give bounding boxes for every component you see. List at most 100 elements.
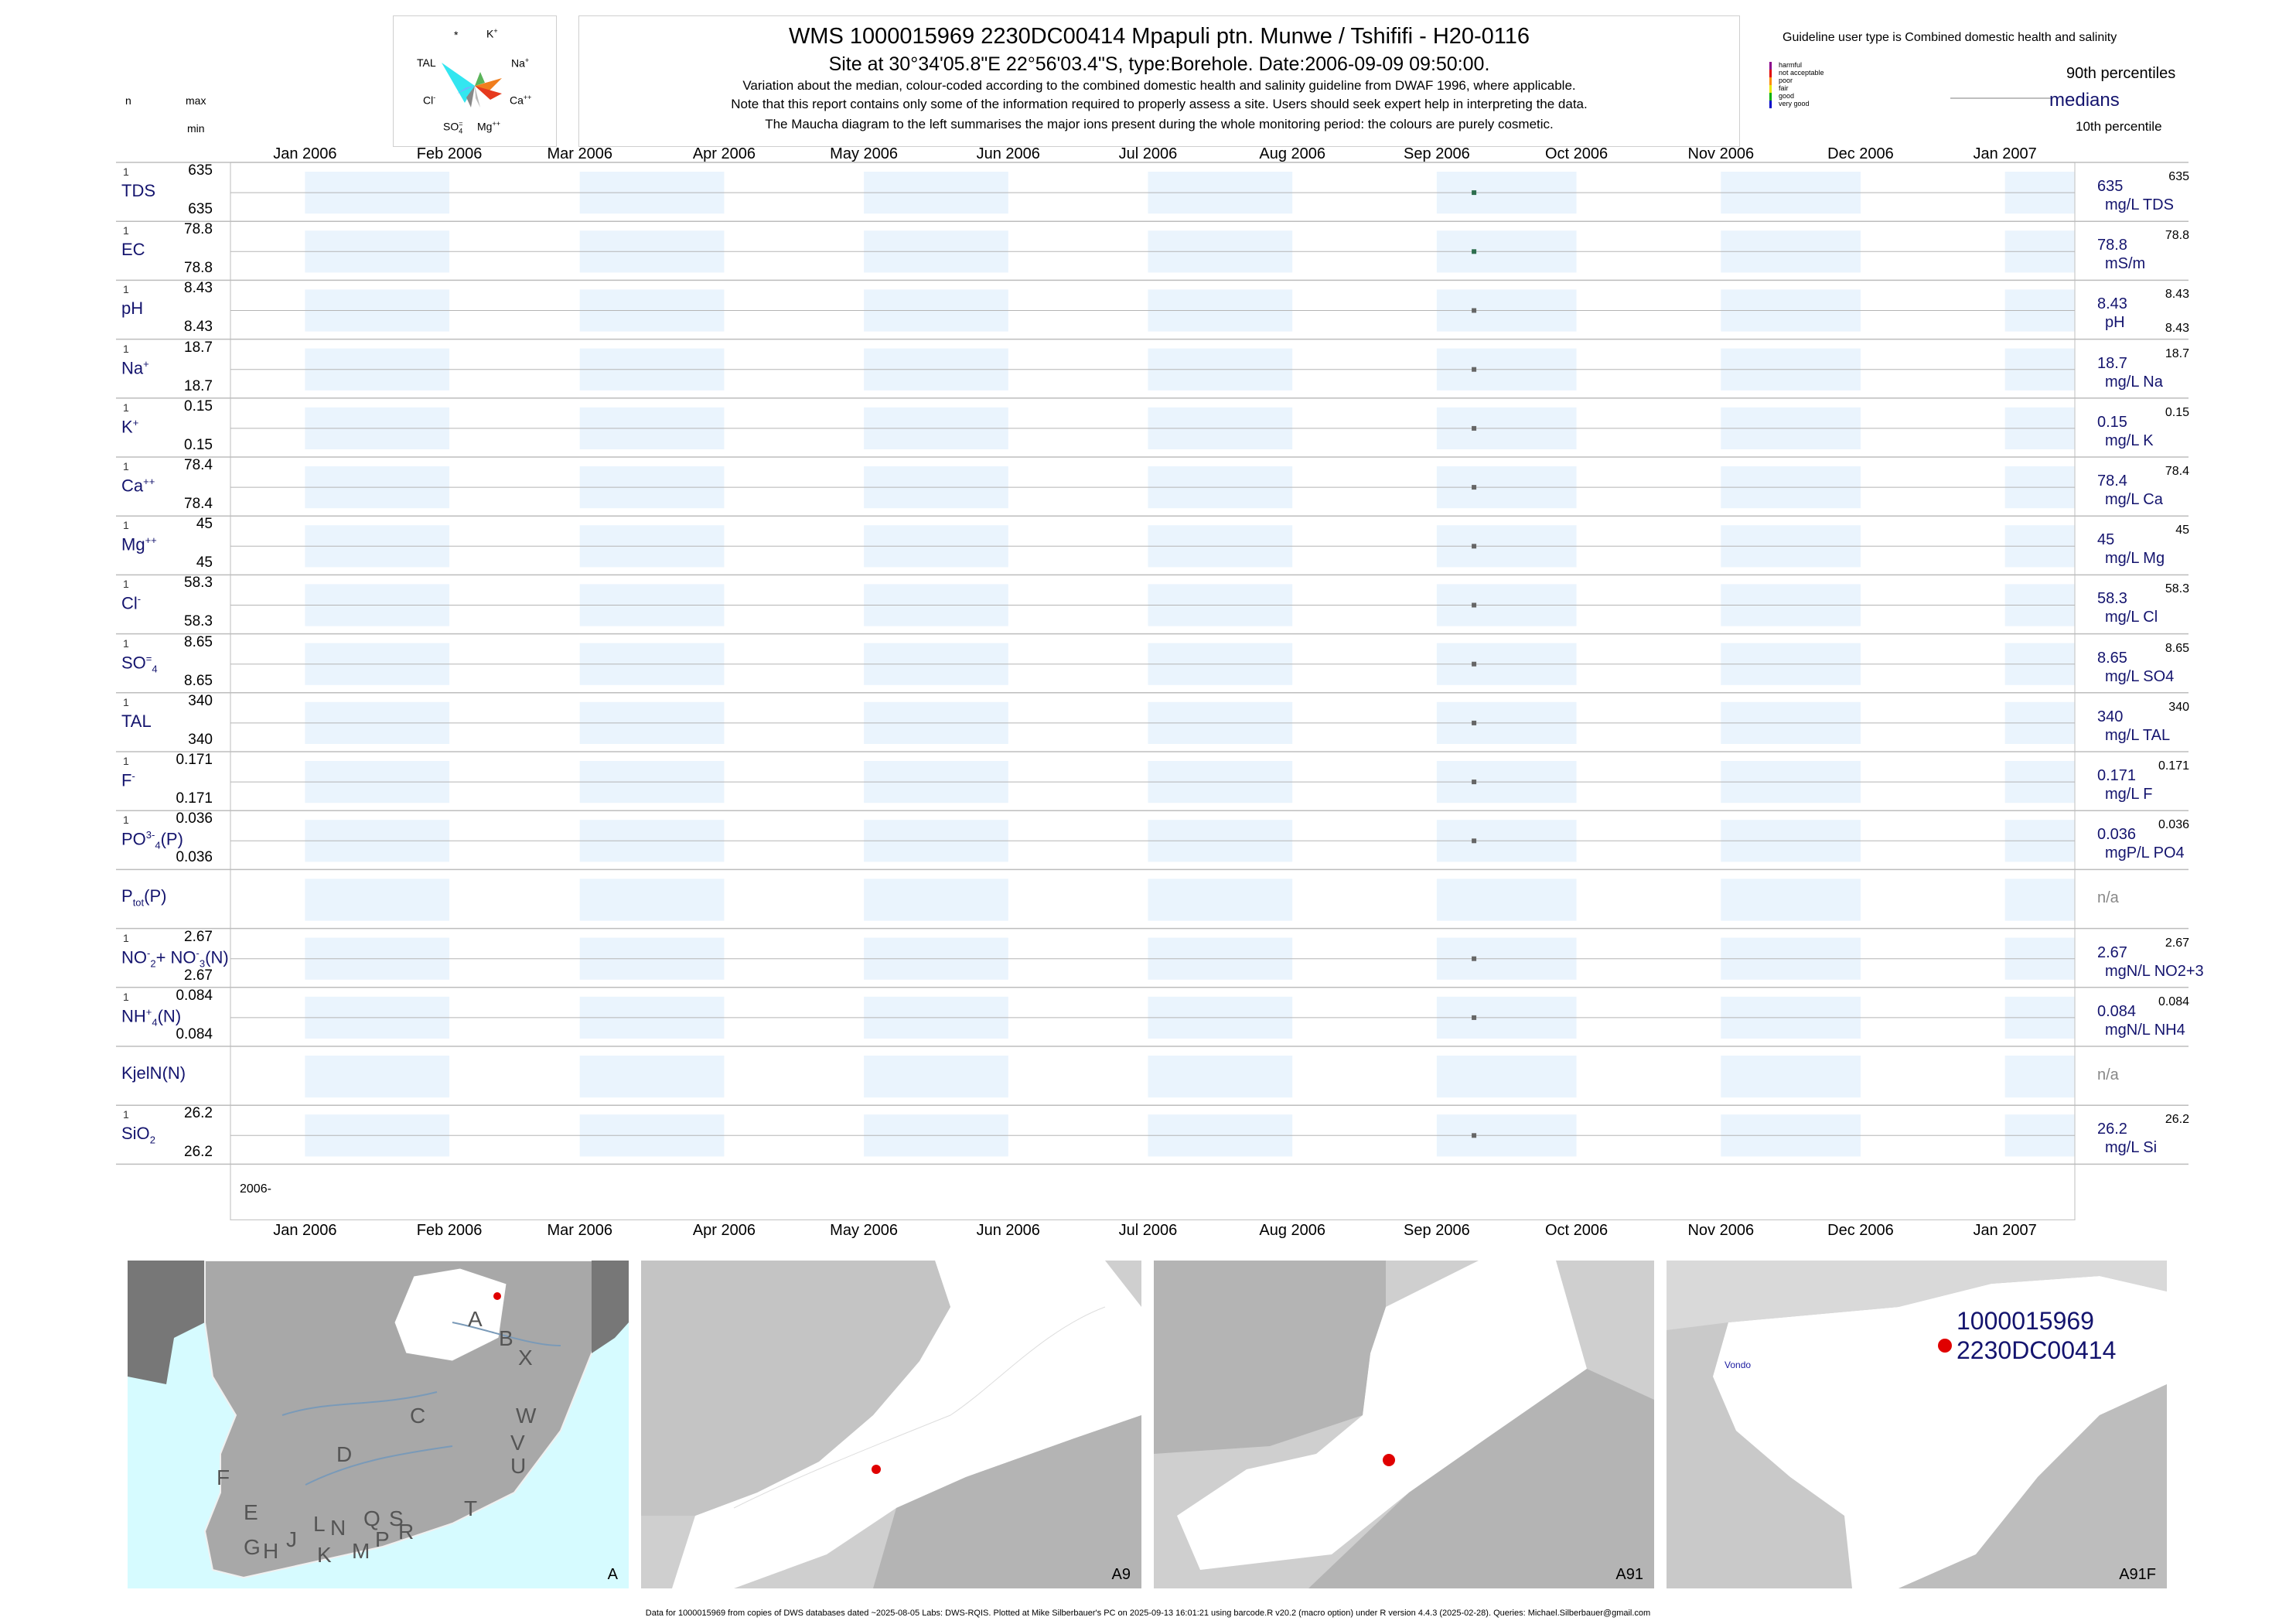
year-axis-label: 2006- bbox=[240, 1182, 271, 1196]
unit-label: mgN/L NO2+3 bbox=[2105, 962, 2204, 980]
maucha-k-segment bbox=[475, 72, 485, 86]
map-region-label: U bbox=[510, 1454, 527, 1478]
max-value: 0.171 bbox=[176, 752, 213, 768]
map-region-label: F bbox=[217, 1465, 230, 1489]
p90-value: 8.43 bbox=[2165, 288, 2189, 302]
month-tick-label: Jan 2006 bbox=[273, 1222, 337, 1239]
map-region-label: P bbox=[375, 1527, 390, 1551]
legend-class-label: good bbox=[1779, 92, 1795, 100]
unit-label: mg/L F bbox=[2105, 786, 2153, 803]
unit-label: mS/m bbox=[2105, 255, 2146, 273]
median-value: 26.2 bbox=[2097, 1121, 2127, 1138]
month-tick-label: Mar 2006 bbox=[547, 1222, 612, 1239]
max-value: 8.43 bbox=[184, 280, 213, 297]
month-band bbox=[2004, 879, 2075, 921]
description-line-3: The Maucha diagram to the left summarise… bbox=[765, 117, 1554, 131]
p90-value: 78.4 bbox=[2165, 465, 2189, 478]
parameter-name: PO3-4(P) bbox=[121, 829, 183, 851]
min-value: 0.084 bbox=[176, 1025, 213, 1042]
sample-point bbox=[1472, 308, 1477, 313]
map-region-label: E bbox=[244, 1500, 258, 1524]
sample-count: 1 bbox=[123, 636, 129, 650]
unit-label: mgN/L NH4 bbox=[2105, 1021, 2185, 1039]
min-value: 18.7 bbox=[184, 377, 213, 394]
min-value: 340 bbox=[188, 731, 213, 748]
month-tick-label: Apr 2006 bbox=[692, 1222, 756, 1239]
barcode-chart bbox=[116, 162, 2189, 1221]
sample-count: 1 bbox=[123, 342, 129, 355]
max-value: 78.4 bbox=[184, 457, 213, 473]
sample-count: 1 bbox=[123, 578, 129, 591]
map-a9: A9 bbox=[641, 1261, 1141, 1588]
footer-note: Data for 1000015969 from copies of DWS d… bbox=[645, 1609, 1651, 1618]
month-band bbox=[579, 879, 725, 921]
min-value: 8.65 bbox=[184, 672, 213, 689]
median-value: 0.171 bbox=[2097, 767, 2137, 784]
min-value: 26.2 bbox=[184, 1144, 213, 1161]
max-value: 18.7 bbox=[184, 339, 213, 356]
sample-count: 1 bbox=[123, 695, 129, 708]
unit-label: mg/L Mg bbox=[2105, 550, 2165, 568]
not-available: n/a bbox=[2097, 1066, 2119, 1083]
not-available: n/a bbox=[2097, 889, 2119, 907]
map-region-label: A bbox=[468, 1307, 483, 1331]
min-value: 45 bbox=[196, 554, 213, 571]
sample-point bbox=[1472, 249, 1477, 254]
map-region-label: T bbox=[464, 1496, 478, 1520]
p90-value: 635 bbox=[2168, 170, 2189, 183]
title-box: WMS 1000015969 2230DC00414 Mpapuli ptn. … bbox=[578, 15, 1740, 147]
map-a-label: A bbox=[607, 1566, 618, 1583]
map-a-svg bbox=[128, 1261, 629, 1579]
max-value: 0.036 bbox=[176, 810, 213, 827]
legend-medians: medians bbox=[2049, 90, 2120, 111]
month-tick-label: Aug 2006 bbox=[1259, 145, 1325, 162]
min-value: 635 bbox=[188, 201, 213, 217]
legend-title: Guideline user type is Combined domestic… bbox=[1783, 31, 2117, 44]
legend-class-label: not acceptable bbox=[1779, 69, 1824, 77]
legend-swatch-harmful bbox=[1769, 62, 1772, 70]
median-value: 8.65 bbox=[2097, 649, 2127, 667]
min-value: 0.15 bbox=[184, 436, 213, 453]
month-band bbox=[1721, 1056, 1861, 1098]
median-value: 45 bbox=[2097, 531, 2115, 549]
unit-label: mg/L TDS bbox=[2105, 196, 2174, 213]
legend-class-label: poor bbox=[1779, 77, 1793, 84]
month-tick-label: Aug 2006 bbox=[1259, 1222, 1325, 1239]
p90-value: 0.171 bbox=[2158, 759, 2189, 773]
month-tick-label: Jun 2006 bbox=[976, 1222, 1040, 1239]
unit-label: mg/L Cl bbox=[2105, 609, 2158, 626]
legend-class-label: harmful bbox=[1779, 61, 1803, 69]
month-tick-label: Sep 2006 bbox=[1404, 1222, 1470, 1239]
median-value: 340 bbox=[2097, 708, 2124, 725]
median-value: 8.43 bbox=[2097, 295, 2127, 313]
p90-value: 26.2 bbox=[2165, 1113, 2189, 1127]
sample-point bbox=[1472, 485, 1477, 490]
maucha-ca-segment bbox=[475, 86, 502, 100]
maucha-mg-label: Mg++ bbox=[477, 120, 500, 133]
min-value: 0.036 bbox=[176, 849, 213, 866]
max-value: 78.8 bbox=[184, 221, 213, 238]
median-value: 78.8 bbox=[2097, 237, 2127, 254]
month-band bbox=[864, 1056, 1008, 1098]
max-value: 26.2 bbox=[184, 1105, 213, 1122]
legend-swatch-very-good bbox=[1769, 101, 1772, 108]
map-a91f-label: A91F bbox=[2119, 1566, 2156, 1583]
map-a91f-site-code: 2230DC00414 bbox=[1957, 1336, 2117, 1364]
sample-count: 1 bbox=[123, 224, 129, 237]
legend-swatch-good bbox=[1769, 93, 1772, 101]
maucha-diagram: * K+ TAL Na+ Cl- Ca++ SO4= Mg++ bbox=[393, 15, 557, 147]
sample-count: 1 bbox=[123, 1108, 129, 1121]
map-region-label: R bbox=[398, 1520, 415, 1544]
sample-point bbox=[1472, 956, 1477, 961]
month-tick-label: Jan 2007 bbox=[1973, 145, 2037, 162]
median-value: 78.4 bbox=[2097, 473, 2127, 490]
median-value: 0.036 bbox=[2097, 826, 2137, 844]
max-value: 340 bbox=[188, 692, 213, 709]
sample-point bbox=[1472, 1015, 1477, 1020]
min-value: 8.43 bbox=[184, 319, 213, 336]
month-tick-label: Jan 2006 bbox=[273, 145, 337, 162]
sample-count: 1 bbox=[123, 283, 129, 296]
legend-p10: 10th percentile bbox=[2076, 119, 2162, 134]
month-band bbox=[305, 1056, 450, 1098]
